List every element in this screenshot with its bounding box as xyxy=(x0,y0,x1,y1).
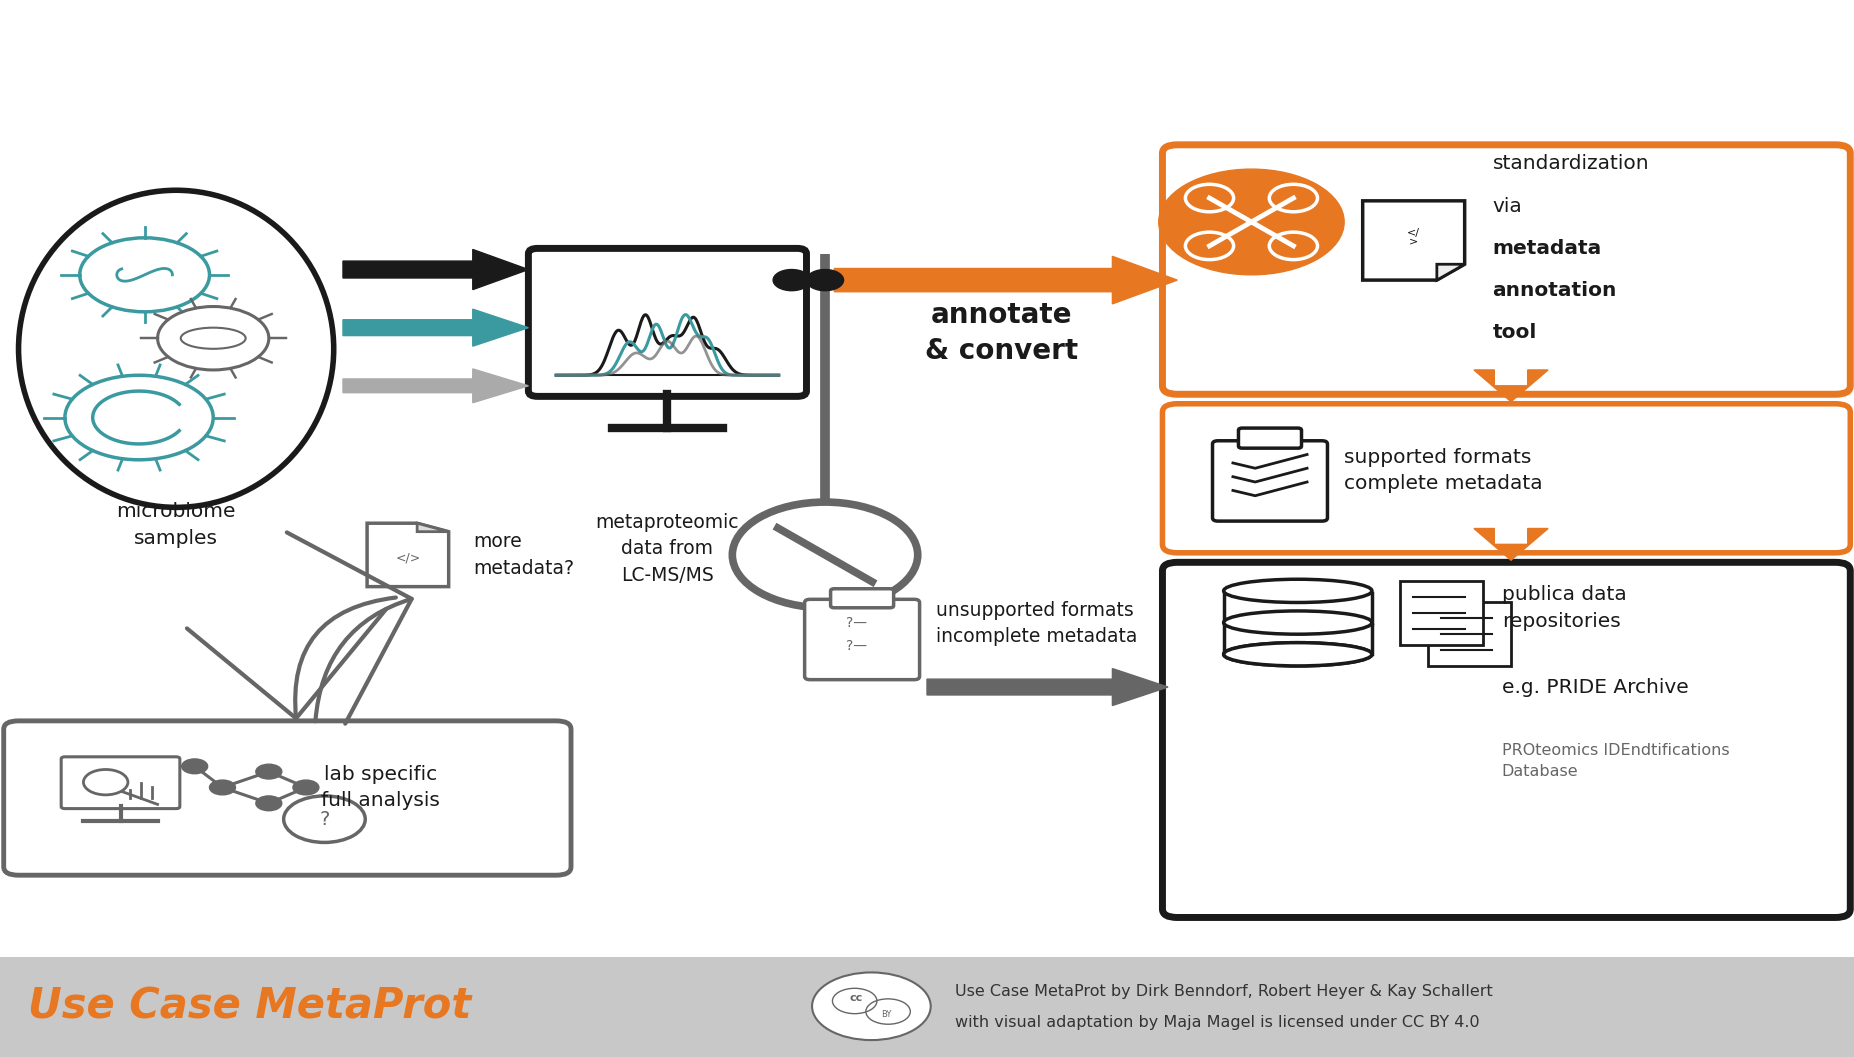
Text: e.g. PRIDE Archive: e.g. PRIDE Archive xyxy=(1502,678,1689,697)
Ellipse shape xyxy=(1224,611,1372,634)
FancyBboxPatch shape xyxy=(61,757,180,809)
Polygon shape xyxy=(1363,201,1465,280)
Circle shape xyxy=(158,307,269,370)
Ellipse shape xyxy=(1224,643,1372,666)
Text: unsupported formats
incomplete metadata: unsupported formats incomplete metadata xyxy=(936,600,1138,647)
Text: metadata: metadata xyxy=(1492,239,1602,258)
FancyBboxPatch shape xyxy=(1213,441,1327,521)
FancyArrowPatch shape xyxy=(187,597,397,719)
Ellipse shape xyxy=(19,190,334,507)
Polygon shape xyxy=(927,669,1168,706)
Text: via: via xyxy=(1492,197,1522,216)
Text: supported formats
complete metadata: supported formats complete metadata xyxy=(1344,447,1543,494)
Circle shape xyxy=(256,764,282,779)
FancyBboxPatch shape xyxy=(1238,428,1302,448)
Text: metaproteomic
data from
LC-MS/MS: metaproteomic data from LC-MS/MS xyxy=(595,513,740,585)
Text: annotation: annotation xyxy=(1492,281,1617,300)
Text: BY: BY xyxy=(881,1010,892,1019)
FancyBboxPatch shape xyxy=(1162,562,1850,917)
Text: more
metadata?: more metadata? xyxy=(473,532,573,578)
Circle shape xyxy=(210,780,235,795)
FancyBboxPatch shape xyxy=(1162,404,1850,553)
Polygon shape xyxy=(367,523,449,587)
Text: ?: ? xyxy=(319,810,330,829)
Polygon shape xyxy=(343,369,528,403)
Polygon shape xyxy=(1474,370,1548,402)
Polygon shape xyxy=(1474,528,1548,560)
Circle shape xyxy=(256,796,282,811)
Circle shape xyxy=(773,270,810,291)
FancyBboxPatch shape xyxy=(4,721,571,875)
Text: </>: </> xyxy=(395,552,421,564)
Text: annotate
& convert: annotate & convert xyxy=(925,300,1077,366)
Circle shape xyxy=(732,502,918,608)
Ellipse shape xyxy=(1224,579,1372,602)
Text: PROteomics IDEndtifications
Database: PROteomics IDEndtifications Database xyxy=(1502,743,1730,779)
Text: standardization: standardization xyxy=(1492,154,1648,173)
Polygon shape xyxy=(1428,602,1511,666)
Text: Use Case MetaProt by Dirk Benndorf, Robert Heyer & Kay Schallert: Use Case MetaProt by Dirk Benndorf, Robe… xyxy=(955,984,1492,999)
Text: Use Case MetaProt: Use Case MetaProt xyxy=(28,985,471,1027)
Polygon shape xyxy=(834,256,1177,304)
Polygon shape xyxy=(1400,581,1483,645)
Text: with visual adaptation by Maja Magel is licensed under CC BY 4.0: with visual adaptation by Maja Magel is … xyxy=(955,1015,1479,1030)
FancyBboxPatch shape xyxy=(805,599,920,680)
Circle shape xyxy=(80,238,210,312)
Text: cc: cc xyxy=(849,993,864,1003)
Circle shape xyxy=(65,375,213,460)
Text: </
>: </ > xyxy=(1407,228,1420,246)
Circle shape xyxy=(1159,169,1344,275)
Circle shape xyxy=(806,270,844,291)
Ellipse shape xyxy=(1224,643,1372,666)
Text: microbiome
samples: microbiome samples xyxy=(117,502,235,548)
Polygon shape xyxy=(1437,264,1465,280)
Circle shape xyxy=(812,972,931,1040)
Polygon shape xyxy=(343,249,528,290)
Polygon shape xyxy=(343,309,528,347)
Polygon shape xyxy=(417,523,449,532)
Circle shape xyxy=(293,780,319,795)
FancyBboxPatch shape xyxy=(831,589,894,608)
Circle shape xyxy=(284,796,365,842)
Text: ?—
?—: ?— ?— xyxy=(845,616,868,652)
Bar xyxy=(0,957,1854,1057)
Text: tool: tool xyxy=(1492,323,1537,342)
Text: publica data
repositories: publica data repositories xyxy=(1502,585,1626,631)
FancyBboxPatch shape xyxy=(1162,145,1850,394)
FancyArrowPatch shape xyxy=(287,533,412,724)
Text: lab specific
full analysis: lab specific full analysis xyxy=(321,764,439,811)
Circle shape xyxy=(182,759,208,774)
FancyBboxPatch shape xyxy=(528,248,806,396)
